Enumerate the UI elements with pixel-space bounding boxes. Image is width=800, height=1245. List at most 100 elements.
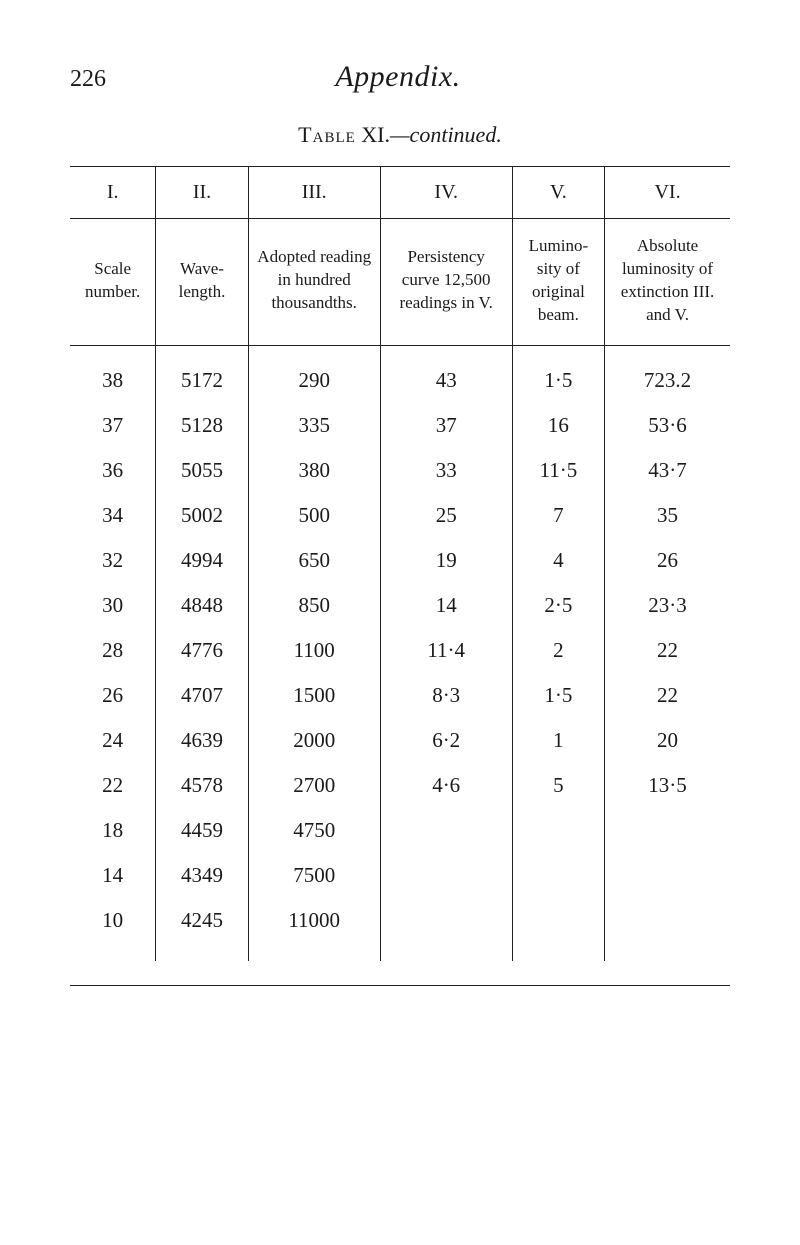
table-cell: 2 [512, 628, 604, 673]
table-cell: 723.2 [605, 345, 730, 403]
col-head-desc: Absolute luminosity of extinction III. a… [605, 219, 730, 346]
col-head-roman: V. [512, 167, 604, 219]
table-cell: 43·7 [605, 448, 730, 493]
table-cell: 8·3 [380, 673, 512, 718]
table-cell: 34 [70, 493, 156, 538]
col-head-roman: I. [70, 167, 156, 219]
col-head-desc: Lumino-sity of original beam. [512, 219, 604, 346]
caption-prefix: Table [298, 122, 356, 147]
col-head-desc: Wave-length. [156, 219, 248, 346]
table-cell: 4578 [156, 763, 248, 808]
appendix-title: Appendix. [106, 60, 730, 94]
table-cell: 23·3 [605, 583, 730, 628]
table-cell: 5002 [156, 493, 248, 538]
table-cell: 37 [380, 403, 512, 448]
table-cell: 11·5 [512, 448, 604, 493]
table-cell [605, 898, 730, 961]
table-cell [512, 808, 604, 853]
table-cell: 33 [380, 448, 512, 493]
table-cell: 5 [512, 763, 604, 808]
table-cell: 4639 [156, 718, 248, 763]
col-head-desc: Persistency curve 12,500 readings in V. [380, 219, 512, 346]
table-cell: 5172 [156, 345, 248, 403]
table-cell: 19 [380, 538, 512, 583]
table-cell: 43 [380, 345, 512, 403]
table-cell: 1100 [248, 628, 380, 673]
bottom-rule [70, 985, 730, 986]
table-row: 284776110011·4222 [70, 628, 730, 673]
table-cell: 5055 [156, 448, 248, 493]
table-cell [605, 853, 730, 898]
table-cell: 10 [70, 898, 156, 961]
table-header-desc-row: Scale number. Wave-length. Adopted readi… [70, 219, 730, 346]
table-cell: 2700 [248, 763, 380, 808]
table-cell: 4848 [156, 583, 248, 628]
table-caption: Table XI.—continued. [70, 122, 730, 148]
table-cell: 28 [70, 628, 156, 673]
table-row: 22457827004·6513·5 [70, 763, 730, 808]
table-cell: 37 [70, 403, 156, 448]
table-cell: 18 [70, 808, 156, 853]
caption-number: XI. [361, 122, 390, 147]
table-cell: 4·6 [380, 763, 512, 808]
table-cell: 4 [512, 538, 604, 583]
table-header-roman-row: I. II. III. IV. V. VI. [70, 167, 730, 219]
caption-continued: —continued. [390, 122, 502, 147]
table-row: 3650553803311·543·7 [70, 448, 730, 493]
table-cell: 4245 [156, 898, 248, 961]
table-row: 375128335371653·6 [70, 403, 730, 448]
data-table: I. II. III. IV. V. VI. Scale number. Wav… [70, 166, 730, 961]
table-cell: 6·2 [380, 718, 512, 763]
table-cell: 22 [605, 673, 730, 718]
table-cell [605, 808, 730, 853]
table-cell: 36 [70, 448, 156, 493]
col-head-desc: Scale number. [70, 219, 156, 346]
table-cell: 11000 [248, 898, 380, 961]
table-cell: 850 [248, 583, 380, 628]
table-row: 26470715008·31·522 [70, 673, 730, 718]
table-row: 1443497500 [70, 853, 730, 898]
table-cell: 1·5 [512, 673, 604, 718]
table-cell [380, 808, 512, 853]
table-cell: 16 [512, 403, 604, 448]
table-cell: 500 [248, 493, 380, 538]
table-cell: 14 [380, 583, 512, 628]
table-row: 32499465019426 [70, 538, 730, 583]
col-head-roman: II. [156, 167, 248, 219]
table-cell: 7 [512, 493, 604, 538]
table-cell: 7500 [248, 853, 380, 898]
table-cell: 35 [605, 493, 730, 538]
table-cell: 1·5 [512, 345, 604, 403]
table-cell: 4349 [156, 853, 248, 898]
table-body: 385172290431·5723.2375128335371653·63650… [70, 345, 730, 961]
table-row: 10424511000 [70, 898, 730, 961]
table-cell: 20 [605, 718, 730, 763]
col-head-roman: VI. [605, 167, 730, 219]
table-cell: 53·6 [605, 403, 730, 448]
table-cell: 4776 [156, 628, 248, 673]
table-cell: 11·4 [380, 628, 512, 673]
table-cell [512, 898, 604, 961]
table-row: 385172290431·5723.2 [70, 345, 730, 403]
table-cell: 380 [248, 448, 380, 493]
table-cell: 335 [248, 403, 380, 448]
table-cell: 1500 [248, 673, 380, 718]
col-head-roman: IV. [380, 167, 512, 219]
table-cell [512, 853, 604, 898]
table-row: 1844594750 [70, 808, 730, 853]
table-cell: 24 [70, 718, 156, 763]
table-cell [380, 898, 512, 961]
table-cell: 4750 [248, 808, 380, 853]
table-cell: 650 [248, 538, 380, 583]
table-cell: 26 [605, 538, 730, 583]
table-cell: 22 [70, 763, 156, 808]
table-cell: 290 [248, 345, 380, 403]
table-cell: 32 [70, 538, 156, 583]
table-cell: 14 [70, 853, 156, 898]
table-cell: 26 [70, 673, 156, 718]
table-cell: 4707 [156, 673, 248, 718]
table-cell: 4459 [156, 808, 248, 853]
page-header: 226 Appendix. [70, 60, 730, 94]
table-cell: 22 [605, 628, 730, 673]
table-cell: 5128 [156, 403, 248, 448]
